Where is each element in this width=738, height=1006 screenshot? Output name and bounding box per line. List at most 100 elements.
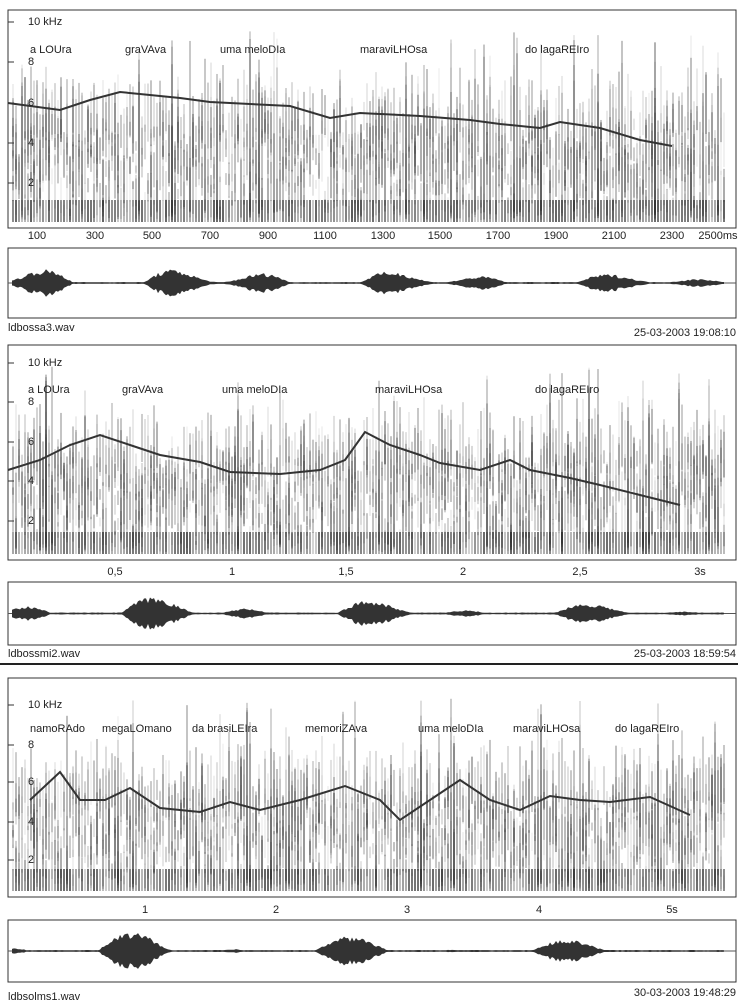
spectral-energy [195,469,197,500]
spectral-energy [396,826,398,841]
spectral-energy [285,439,287,463]
low-band [405,200,407,222]
spectral-energy [216,816,218,860]
low-band [519,869,521,891]
spectral-energy [471,845,473,855]
spectral-energy [63,132,65,178]
low-band [666,200,668,222]
spectral-energy [309,841,311,863]
low-band [297,532,299,554]
spectral-energy [210,756,212,821]
spectral-energy [63,809,65,867]
spectral-energy [693,763,695,804]
low-band [105,200,107,222]
low-band [609,869,611,891]
low-band [507,532,509,554]
word-label: do lagaREIro [535,384,599,396]
low-band [312,532,314,554]
spectral-energy [681,443,683,495]
low-band [102,200,104,222]
low-band [96,869,98,891]
low-band [75,869,77,891]
spectral-energy [714,130,716,154]
spectral-energy [120,418,122,480]
low-band [723,869,725,891]
spectral-energy [408,767,410,832]
low-band [111,200,113,222]
spectral-energy [327,434,329,484]
spectral-energy [102,160,104,206]
spectral-energy [93,819,95,837]
low-band [417,532,419,554]
spectral-energy [369,123,371,175]
low-band [165,869,167,891]
low-band [36,200,38,222]
low-band [342,200,344,222]
low-band [90,200,92,222]
spectral-energy [183,104,185,138]
low-band [591,869,593,891]
low-band [456,532,458,554]
low-band [537,532,539,554]
low-band [534,869,536,891]
low-band [654,869,656,891]
low-band [96,200,98,222]
spectral-energy [84,130,86,144]
spectral-energy [360,838,362,848]
low-band [669,200,671,222]
low-band [15,200,17,222]
low-band [219,532,221,554]
low-band [468,200,470,222]
spectral-energy [393,770,395,806]
spectral-energy [411,75,413,140]
spectral-energy [594,457,596,475]
spectral-energy [39,160,41,204]
spectral-energy [354,495,356,510]
spectral-energy [102,434,104,486]
low-band [321,532,323,554]
spectral-energy [174,487,176,505]
spectral-energy [324,828,326,845]
spectral-energy [570,804,572,854]
spectral-energy [189,504,191,513]
low-band [699,200,701,222]
spectral-energy [477,429,479,483]
low-band [669,532,671,554]
low-band [582,200,584,222]
spectral-energy [486,826,488,873]
spectral-energy [321,89,323,134]
low-band [243,532,245,554]
spectral-energy [636,159,638,175]
spectral-energy [606,172,608,194]
spectral-energy [123,463,125,473]
low-band [147,869,149,891]
low-band [204,869,206,891]
low-band [282,869,284,891]
spectral-energy [630,425,632,468]
waveform [12,933,724,969]
spectral-energy [552,442,554,466]
low-band [285,532,287,554]
spectral-energy [654,442,656,475]
spectral-energy [432,801,434,858]
low-band [27,869,29,891]
spectral-energy [531,741,533,803]
spectral-energy [147,180,149,193]
spectral-energy [348,761,350,821]
spectral-energy [654,803,656,862]
low-band [540,532,542,554]
low-band [180,200,182,222]
spectral-energy [570,149,572,184]
spectral-energy [660,141,662,170]
spectral-energy [636,846,638,859]
spectral-energy [147,504,149,527]
low-band [78,200,80,222]
spectral-energy [369,471,371,516]
low-band [561,869,563,891]
spectral-energy [192,96,194,158]
spectral-energy [507,174,509,185]
spectral-energy [414,428,416,473]
low-band [531,532,533,554]
low-band [480,532,482,554]
spectral-energy [264,751,266,804]
